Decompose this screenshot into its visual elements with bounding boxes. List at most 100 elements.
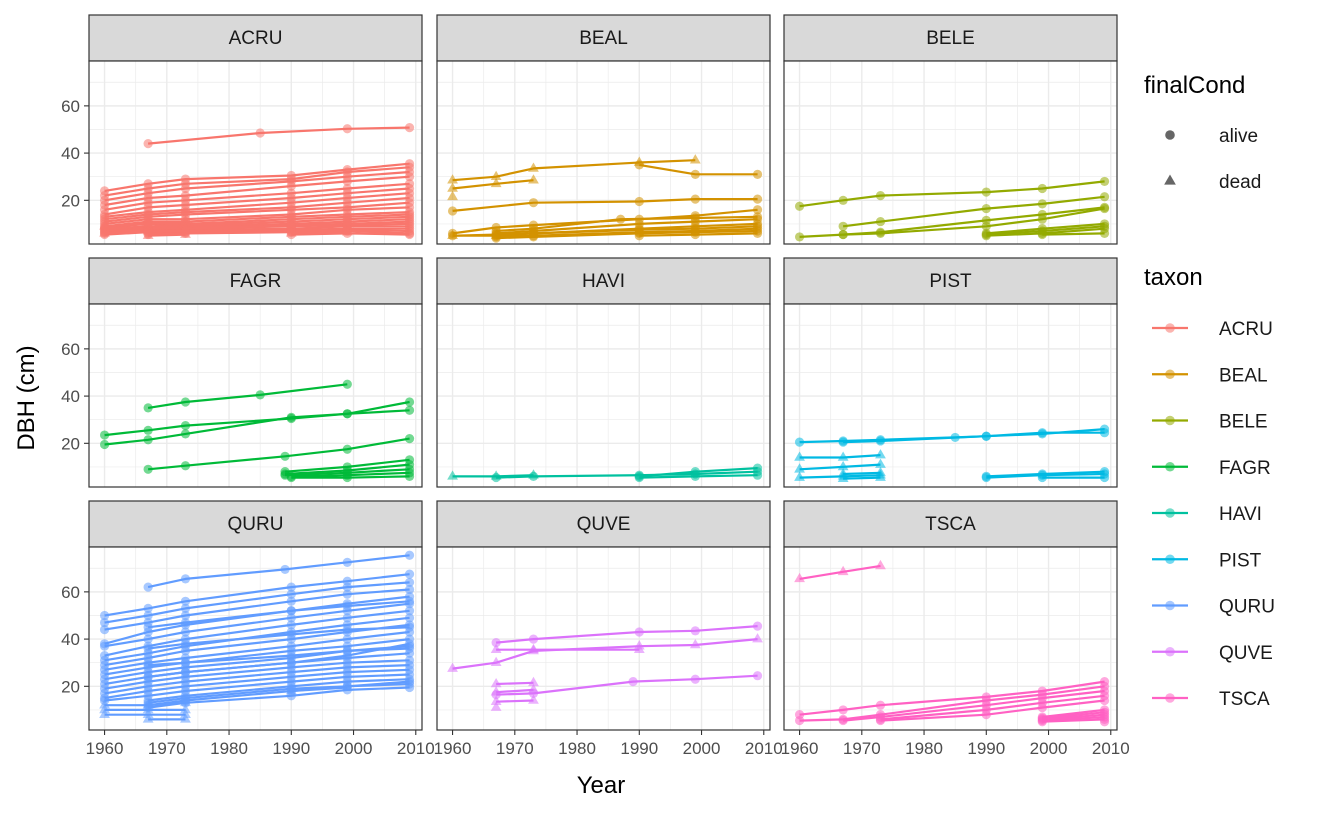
data-point-alive (404, 584, 415, 595)
panel-beal: BEAL (436, 14, 771, 245)
data-marks-acru (99, 122, 415, 240)
strip-acru (88, 14, 423, 62)
strip-label-acru: ACRU (229, 28, 283, 49)
data-point-alive (143, 622, 153, 632)
x-tick-label: 2010 (1092, 739, 1130, 758)
data-point-alive (404, 122, 415, 133)
data-point-dead (99, 699, 110, 709)
data-point-alive (981, 187, 991, 197)
data-marks-beal (447, 154, 763, 243)
data-point-dead (490, 701, 502, 711)
series-line (104, 187, 410, 216)
data-point-alive (528, 688, 539, 699)
data-point-alive (1099, 472, 1110, 483)
series-line (104, 602, 410, 648)
series-line (104, 170, 410, 202)
data-point-alive (690, 194, 700, 204)
data-point-dead (254, 220, 266, 230)
data-point-alive (255, 390, 265, 400)
gridlines (437, 547, 770, 730)
y-axis-title: DBH (cm) (13, 345, 40, 450)
data-point-dead (490, 170, 502, 181)
data-point-alive (99, 610, 110, 621)
x-tick-label: 1980 (210, 739, 248, 758)
data-point-alive (342, 613, 352, 623)
data-point-alive (752, 205, 763, 215)
legend-label: QUVE (1219, 643, 1273, 664)
data-point-dead (875, 449, 886, 459)
data-point-alive (404, 622, 415, 632)
series-line (843, 471, 881, 476)
data-point-alive (180, 667, 191, 677)
y-tick-label: 20 (61, 434, 80, 453)
facet-panels: ACRU BEAL BELE FAGR HAVI PIST QURU QUVE TSCA (88, 14, 1118, 731)
legend-label: FAGR (1219, 458, 1271, 479)
series-line (291, 231, 348, 235)
data-point-alive (404, 596, 415, 606)
legend-item-quru: QURU (1152, 597, 1275, 618)
data-point-alive (634, 231, 644, 241)
data-point-alive (180, 639, 191, 649)
legend-item-quve: QUVE (1152, 643, 1273, 664)
data-marks-quve (447, 621, 763, 711)
data-point-dead (341, 681, 353, 691)
legend-item-acru: ACRU (1152, 319, 1273, 340)
series-line (1042, 708, 1105, 719)
data-point-alive (981, 710, 991, 720)
y-tick-label: 40 (61, 630, 80, 649)
x-tick-label: 2000 (1030, 739, 1068, 758)
data-point-alive (342, 634, 352, 644)
panel-pist: PIST (783, 257, 1118, 488)
data-point-alive (404, 229, 415, 240)
series-line (104, 218, 410, 231)
legend-taxon-title: taxon (1144, 264, 1203, 291)
data-point-alive (342, 557, 352, 567)
data-point-alive (286, 606, 296, 616)
series-line (1042, 713, 1105, 721)
data-point-alive (752, 228, 763, 238)
data-point-dead (837, 468, 849, 478)
data-point-dead (490, 695, 502, 705)
legend-item-alive: alive (1165, 126, 1258, 147)
legend-label: PIST (1219, 550, 1262, 571)
data-point-alive (690, 471, 700, 481)
x-tick-label: 1970 (148, 739, 186, 758)
x-tick-label: 1990 (272, 739, 310, 758)
panel-border (88, 546, 423, 731)
data-point-dead (875, 471, 886, 481)
data-point-alive (342, 124, 352, 134)
data-point-dead (142, 703, 154, 714)
data-point-alive (528, 198, 539, 208)
data-point-alive (404, 676, 415, 687)
data-point-alive (690, 169, 700, 179)
data-point-alive (180, 429, 191, 439)
series-line (104, 409, 410, 446)
data-point-alive (143, 672, 153, 682)
data-point-alive (981, 431, 991, 441)
series-line (104, 196, 410, 221)
series-line (1042, 711, 1105, 720)
data-point-alive (752, 621, 763, 631)
series-line (104, 630, 410, 671)
data-point-dead (875, 559, 886, 570)
data-point-alive (180, 183, 191, 194)
legend-final-cond-title: finalCond (1144, 72, 1245, 99)
series-line (104, 211, 410, 228)
y-tick-label: 60 (61, 340, 80, 359)
data-point-alive (1099, 228, 1110, 238)
data-point-alive (404, 471, 415, 481)
data-point-alive (404, 550, 415, 560)
data-point-dead (689, 638, 701, 649)
y-tick-label: 40 (61, 144, 80, 163)
data-point-dead (99, 708, 110, 718)
data-point-alive (1037, 229, 1047, 240)
series-line (880, 694, 1105, 721)
data-point-alive (628, 676, 638, 687)
data-point-alive (180, 646, 191, 656)
data-point-dead (285, 219, 297, 229)
data-point-alive (1099, 717, 1110, 727)
data-point-alive (794, 437, 805, 447)
data-point-alive (404, 569, 415, 579)
data-marks-quru (99, 550, 415, 723)
legend-key-circle (1165, 130, 1175, 140)
